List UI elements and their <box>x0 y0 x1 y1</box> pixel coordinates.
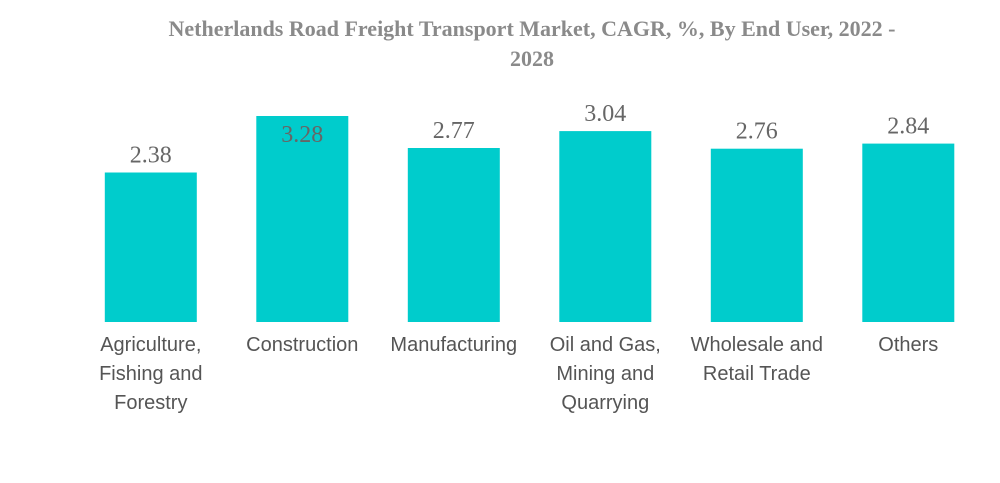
category-label-6: Others <box>878 334 938 356</box>
bar-5 <box>710 148 803 322</box>
bar-4 <box>559 131 652 322</box>
chart-title-line: Netherlands Road Freight Transport Marke… <box>168 16 895 41</box>
bars <box>104 116 955 322</box>
bar-value-label-6: 2.84 <box>887 114 929 140</box>
bar-value-label-2: 3.28 <box>281 122 323 148</box>
category-label-line: Oil and Gas, <box>550 334 661 356</box>
category-label-line: Quarrying <box>561 392 649 414</box>
bar-6 <box>862 143 955 322</box>
chart-title-line: 2028 <box>510 46 554 71</box>
chart-title: Netherlands Road Freight Transport Marke… <box>168 16 895 71</box>
category-label-line: Mining and <box>556 363 654 385</box>
category-label-line: Fishing and <box>99 363 202 385</box>
bar-value-label-5: 2.76 <box>736 119 778 145</box>
category-label-1: Agriculture, Fishing and Forestry <box>99 334 202 414</box>
category-label-line: Retail Trade <box>703 363 811 385</box>
category-label-2: Construction <box>246 334 358 356</box>
category-label-line: Wholesale and <box>691 334 823 356</box>
category-label-line: Forestry <box>114 392 187 414</box>
category-label-line: Others <box>878 334 938 356</box>
category-labels: Agriculture, Fishing and Forestry Construct… <box>99 334 938 414</box>
category-label-line: Manufacturing <box>390 334 517 356</box>
category-label-5: Wholesale and Retail Trade <box>691 334 823 385</box>
bar-value-label-4: 3.04 <box>584 101 626 127</box>
bar-2 <box>256 116 349 322</box>
category-label-4: Oil and Gas, Mining and Quarrying <box>550 334 661 414</box>
category-label-line: Construction <box>246 334 358 356</box>
bar-value-label-1: 2.38 <box>130 143 172 169</box>
chart-title-text: Netherlands Road Freight Transport Marke… <box>168 16 895 71</box>
category-label-line: Agriculture, <box>100 334 201 356</box>
bar-1 <box>104 172 197 322</box>
category-label-3: Manufacturing <box>390 334 517 356</box>
bar-3 <box>407 148 500 322</box>
value-labels: 2.38 3.28 2.77 3.04 2.76 2.84 <box>130 101 929 169</box>
bar-value-label-3: 2.77 <box>433 118 475 144</box>
